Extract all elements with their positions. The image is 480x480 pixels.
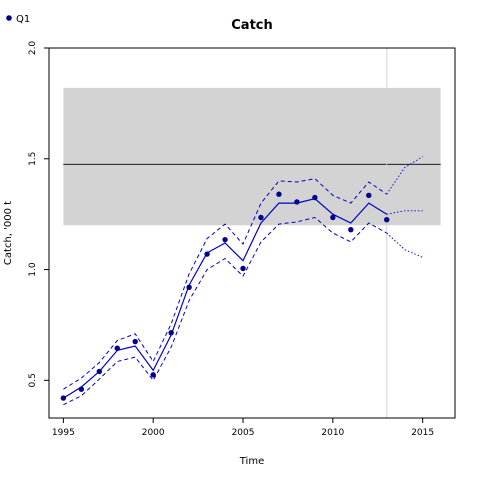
chart-title: Catch	[231, 18, 273, 33]
fitted-line	[63, 198, 388, 399]
data-point	[78, 386, 85, 392]
x-tick-label: 2005	[232, 428, 255, 438]
points-layer	[60, 191, 390, 401]
data-point	[276, 191, 282, 197]
y-tick-label: 0.5	[28, 373, 38, 387]
axes-layer: 1995 2000 2005 2010 2015 0.5 1.0 1.5 2.0	[28, 41, 456, 438]
fitted-upper-bound	[63, 178, 387, 390]
data-point	[384, 217, 390, 223]
legend: Q1	[6, 14, 30, 25]
data-point	[168, 330, 174, 336]
y-tick-label: 2.0	[28, 41, 38, 56]
x-tick-label: 2015	[411, 428, 434, 438]
data-point	[330, 214, 336, 221]
data-point	[204, 251, 210, 257]
legend-label-q1: Q1	[16, 14, 30, 25]
data-point	[60, 395, 67, 401]
data-point	[150, 372, 156, 378]
x-tick-label: 2000	[142, 428, 165, 438]
data-point	[132, 338, 138, 345]
x-axis-label: Time	[239, 456, 264, 467]
data-point	[96, 368, 103, 375]
plot-frame	[48, 47, 456, 419]
data-point	[258, 214, 264, 221]
projection-lower-bound	[386, 232, 423, 258]
projection-upper-bound	[386, 156, 423, 195]
y-tick-label: 1.5	[28, 152, 38, 166]
y-tick-label: 1.0	[28, 262, 38, 277]
reference-band	[63, 87, 441, 226]
data-point	[114, 345, 120, 351]
fitted-lower-bound	[63, 216, 387, 406]
y-axis-label: Catch, '000 t	[3, 201, 14, 265]
reference-band-layer	[63, 48, 441, 418]
data-point	[348, 226, 354, 233]
data-point	[294, 199, 300, 205]
projection-line	[386, 210, 423, 215]
data-point	[366, 192, 372, 199]
data-point	[312, 194, 318, 201]
x-tick-label: 2010	[321, 428, 344, 438]
data-point	[240, 265, 246, 272]
x-tick-label: 1995	[52, 428, 75, 438]
data-point	[222, 236, 228, 243]
legend-marker-q1	[6, 15, 12, 21]
data-point	[186, 284, 192, 290]
